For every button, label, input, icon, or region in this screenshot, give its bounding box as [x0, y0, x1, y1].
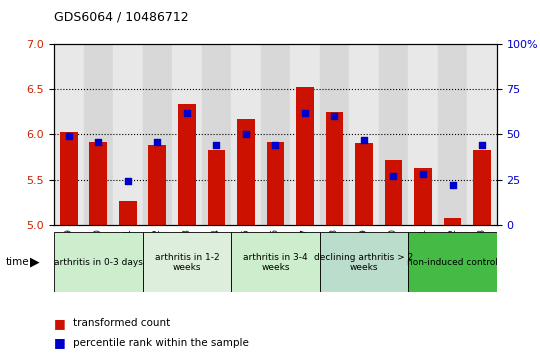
Bar: [54, 232, 143, 292]
Point: [241, 131, 250, 137]
Bar: [113, 44, 143, 225]
Bar: [414, 168, 432, 225]
Text: arthritis in 1-2
weeks: arthritis in 1-2 weeks: [154, 253, 219, 272]
Text: percentile rank within the sample: percentile rank within the sample: [73, 338, 249, 348]
Bar: [84, 44, 113, 225]
Point: [448, 182, 457, 188]
Text: ■: ■: [54, 337, 66, 350]
Bar: [267, 142, 284, 225]
Bar: [290, 44, 320, 225]
Text: arthritis in 0-3 days: arthritis in 0-3 days: [54, 258, 143, 267]
Text: arthritis in 3-4
weeks: arthritis in 3-4 weeks: [243, 253, 308, 272]
Text: transformed count: transformed count: [73, 318, 170, 328]
Bar: [119, 201, 137, 225]
Bar: [201, 44, 231, 225]
Point: [389, 173, 398, 179]
Bar: [172, 44, 201, 225]
Bar: [90, 142, 107, 225]
Bar: [143, 232, 231, 292]
Bar: [438, 44, 467, 225]
Bar: [408, 232, 497, 292]
Bar: [320, 44, 349, 225]
Point: [478, 142, 487, 148]
Point: [360, 137, 368, 143]
Bar: [143, 44, 172, 225]
Bar: [296, 87, 314, 225]
Bar: [444, 218, 461, 225]
Point: [94, 139, 103, 144]
Bar: [231, 44, 261, 225]
Bar: [384, 160, 402, 225]
Text: GDS6064 / 10486712: GDS6064 / 10486712: [54, 11, 188, 24]
Point: [330, 113, 339, 119]
Bar: [379, 44, 408, 225]
Point: [418, 171, 427, 177]
Point: [64, 133, 73, 139]
Point: [301, 110, 309, 115]
Point: [124, 179, 132, 184]
Bar: [148, 145, 166, 225]
Point: [271, 142, 280, 148]
Bar: [231, 232, 320, 292]
Bar: [320, 232, 408, 292]
Text: time: time: [5, 257, 29, 267]
Bar: [467, 44, 497, 225]
Bar: [355, 143, 373, 225]
Bar: [473, 150, 491, 225]
Text: declining arthritis > 2
weeks: declining arthritis > 2 weeks: [314, 253, 414, 272]
Text: ■: ■: [54, 317, 66, 330]
Bar: [408, 44, 438, 225]
Bar: [326, 112, 343, 225]
Point: [153, 139, 161, 144]
Point: [212, 142, 221, 148]
Text: non-induced control: non-induced control: [407, 258, 498, 267]
Bar: [261, 44, 290, 225]
Bar: [54, 44, 84, 225]
Bar: [237, 119, 255, 225]
Point: [183, 110, 191, 115]
Bar: [207, 150, 225, 225]
Text: ▶: ▶: [30, 256, 39, 269]
Bar: [349, 44, 379, 225]
Bar: [178, 105, 195, 225]
Bar: [60, 131, 78, 225]
